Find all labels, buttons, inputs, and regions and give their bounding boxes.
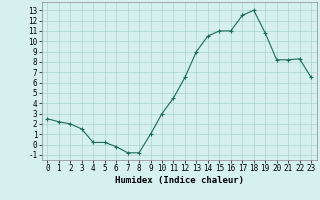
X-axis label: Humidex (Indice chaleur): Humidex (Indice chaleur) <box>115 176 244 185</box>
